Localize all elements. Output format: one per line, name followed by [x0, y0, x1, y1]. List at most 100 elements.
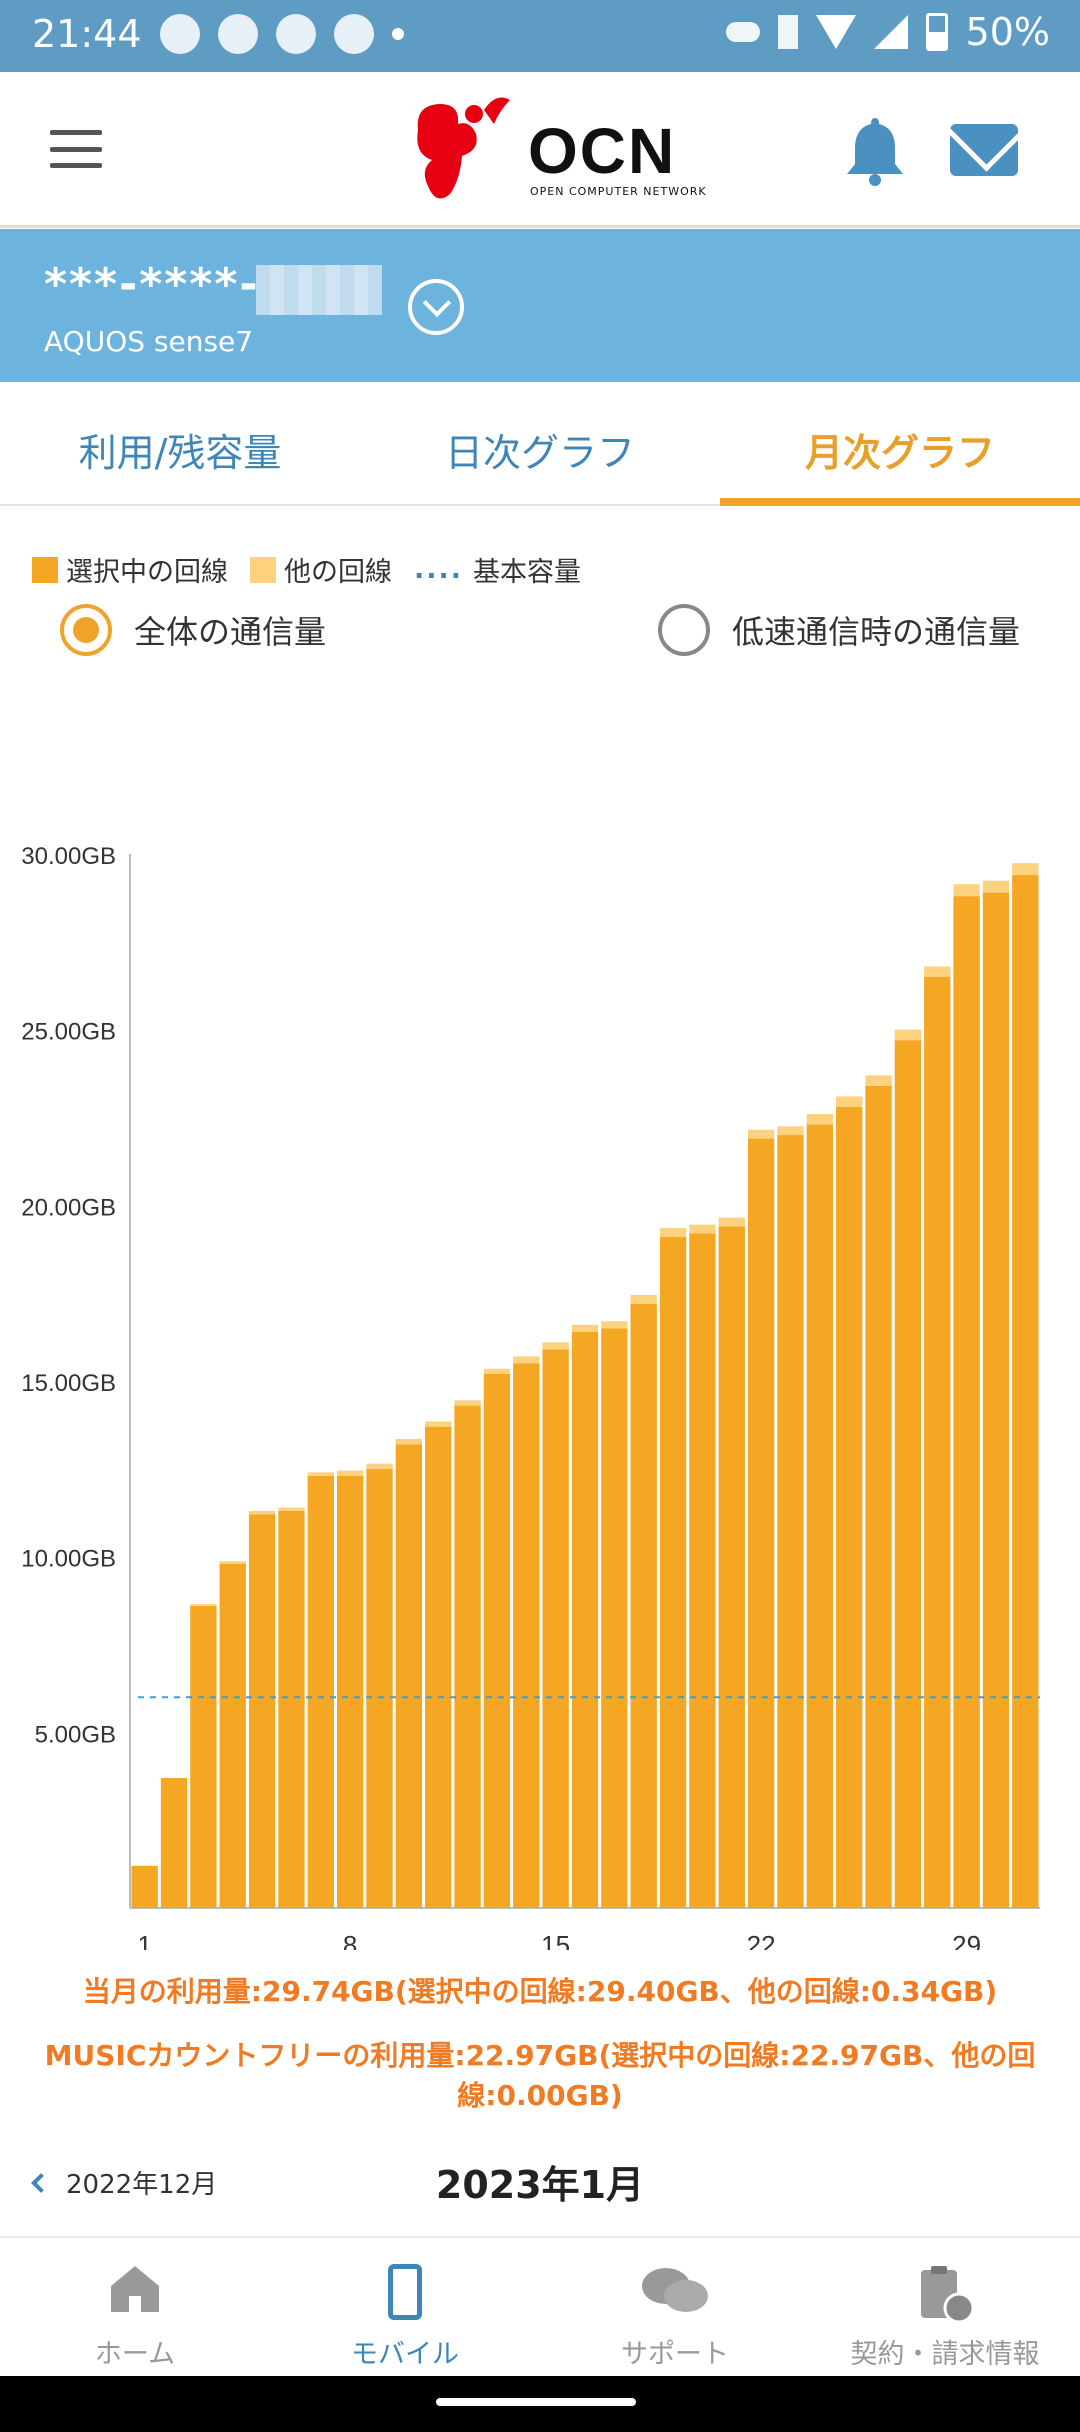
chart-legend: 選択中の回線 他の回線 .... 基本容量: [32, 550, 603, 589]
battery-icon: [925, 13, 948, 51]
nav-mobile[interactable]: モバイル: [270, 2238, 540, 2376]
mail-icon[interactable]: [950, 124, 1018, 176]
tab-usage[interactable]: 利用/残容量: [78, 431, 282, 475]
bar-selected: [425, 1426, 452, 1908]
bar-selected: [307, 1475, 334, 1908]
bar-selected: [982, 892, 1010, 1908]
x-tick-label: 15: [541, 1930, 570, 1950]
bar-other: [366, 1463, 393, 1469]
nav-home-label: ホーム: [94, 2339, 176, 2370]
weather-icon: [218, 14, 258, 54]
menu-icon[interactable]: [50, 130, 102, 168]
bar-other: [924, 966, 951, 977]
bar-selected: [513, 1363, 540, 1908]
bar-other: [894, 1029, 922, 1041]
music-summary: MUSICカウントフリーの利用量:22.97GB(選択中の回線:22.97GB、…: [40, 2036, 1040, 2116]
bar-other: [454, 1400, 481, 1406]
cloud-sun-icon: [334, 14, 374, 54]
account-number: ***-****-: [44, 259, 260, 310]
bar-selected: [894, 1040, 922, 1908]
bar-selected: [571, 1331, 599, 1908]
bar-other: [542, 1342, 569, 1350]
status-bar: 21:44 50%: [0, 0, 1080, 72]
usage-summary: 当月の利用量:29.74GB(選択中の回線:29.40GB、他の回線:0.34G…: [82, 1975, 998, 2008]
notification-icons: [160, 14, 404, 54]
chevron-down-icon[interactable]: [408, 279, 464, 335]
nav-support[interactable]: サポート: [540, 2238, 810, 2376]
prev-month-button[interactable]: 2022年12月: [31, 2164, 218, 2201]
ocn-logo-mark: [417, 97, 510, 199]
y-tick-label: 5.00GB: [35, 1721, 116, 1748]
battery-level: 50%: [965, 10, 1050, 54]
status-time: 21:44: [32, 12, 142, 56]
x-tick-label: 29: [952, 1930, 981, 1950]
bottom-navigation: ホーム モバイル サポート 契約・請求情報: [0, 2236, 1080, 2376]
logo-text: OCN: [528, 115, 677, 187]
bar-other: [630, 1294, 657, 1304]
line-icon: [160, 14, 200, 54]
y-tick-label: 20.00GB: [21, 1194, 116, 1221]
bar-other: [865, 1075, 892, 1086]
home-gesture-pill[interactable]: [436, 2398, 636, 2406]
bar-other: [395, 1438, 423, 1445]
nav-support-label: サポート: [621, 2339, 729, 2370]
signal-icon: [873, 15, 908, 49]
home-icon: [111, 2266, 159, 2312]
bar-selected: [366, 1468, 393, 1908]
month-navigation: 2022年12月 2023年1月: [0, 2150, 1080, 2220]
bar-selected: [689, 1233, 716, 1908]
bar-selected: [219, 1563, 246, 1908]
bar-selected: [953, 896, 980, 1908]
tab-monthly-graph[interactable]: 月次グラフ: [720, 382, 1080, 506]
bar-other: [278, 1507, 305, 1511]
prev-month-label: 2022年12月: [66, 2170, 218, 2200]
bar-other: [747, 1129, 775, 1139]
bar-selected: [542, 1349, 569, 1908]
bar-selected: [865, 1085, 892, 1908]
bar-other: [659, 1228, 687, 1237]
bell-icon[interactable]: [845, 114, 905, 186]
radio-unselected-icon: [658, 604, 710, 656]
bar-selected: [777, 1135, 804, 1908]
logo-subtext: OPEN COMPUTER NETWORK: [530, 185, 707, 198]
radio-selected-icon: [60, 604, 112, 656]
bar-selected: [747, 1138, 775, 1908]
legend-swatch-other: [250, 556, 276, 583]
bar-other: [718, 1217, 745, 1227]
bar-selected: [601, 1328, 628, 1908]
bar-other: [806, 1113, 834, 1125]
legend-selected-label: 選択中の回線: [66, 557, 228, 588]
bar-other: [601, 1321, 628, 1329]
radio-total-label: 全体の通信量: [134, 613, 327, 651]
bar-other: [571, 1324, 599, 1332]
bar-selected: [454, 1405, 481, 1908]
radio-lowspeed[interactable]: 低速通信時の通信量: [658, 604, 1020, 656]
bar-selected: [190, 1605, 217, 1908]
bar-selected: [718, 1226, 745, 1908]
bar-selected: [483, 1373, 511, 1908]
bar-other: [483, 1368, 511, 1374]
current-month: 2023年1月: [435, 2163, 645, 2207]
radio-total[interactable]: 全体の通信量: [60, 604, 326, 656]
bar-selected: [131, 1865, 158, 1908]
bar-selected: [248, 1514, 276, 1908]
bar-selected: [806, 1124, 834, 1908]
x-tick-label: 8: [343, 1930, 357, 1950]
bar-selected: [836, 1106, 863, 1908]
bar-other: [836, 1096, 863, 1107]
nav-contract-label: 契約・請求情報: [850, 2339, 1040, 2370]
nav-contract[interactable]: 契約・請求情報: [810, 2238, 1080, 2376]
ocn-logo: OCN OPEN COMPUTER NETWORK: [410, 90, 706, 210]
key-icon: [725, 22, 760, 42]
radio-lowspeed-label: 低速通信時の通信量: [732, 613, 1021, 651]
music-summary-line1: MUSICカウントフリーの利用量:22.97GB(選択中の回線:22.97GB、…: [44, 2039, 1036, 2072]
chat-icon: [642, 2268, 708, 2312]
tab-daily-graph[interactable]: 日次グラフ: [444, 431, 635, 475]
bar-other: [190, 1604, 217, 1606]
account-banner[interactable]: ***-****- AQUOS sense7: [0, 229, 1080, 382]
usage-type-radios: 全体の通信量 低速通信時の通信量: [0, 604, 1080, 664]
nav-home[interactable]: ホーム: [0, 2238, 270, 2376]
y-tick-label: 15.00GB: [21, 1370, 116, 1397]
bar-selected: [924, 976, 951, 1908]
x-tick-label: 1: [137, 1930, 151, 1950]
